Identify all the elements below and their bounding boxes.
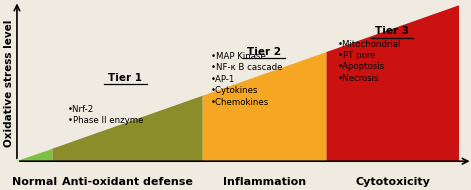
Text: Inflammation: Inflammation bbox=[223, 177, 306, 187]
Text: •MAP Kinase
•NF-κ B cascade
•AP-1
•Cytokines
•Chemokines: •MAP Kinase •NF-κ B cascade •AP-1 •Cytok… bbox=[211, 52, 282, 107]
Text: Tier 3: Tier 3 bbox=[375, 26, 409, 36]
Polygon shape bbox=[17, 149, 52, 161]
Polygon shape bbox=[203, 52, 326, 161]
Text: Tier 1: Tier 1 bbox=[108, 73, 142, 83]
Y-axis label: Oxidative stress level: Oxidative stress level bbox=[4, 20, 14, 147]
Text: Cytotoxicity: Cytotoxicity bbox=[356, 177, 430, 187]
Text: Normal: Normal bbox=[12, 177, 57, 187]
Text: Tier 2: Tier 2 bbox=[247, 47, 281, 57]
Polygon shape bbox=[52, 96, 203, 161]
Text: Anti-oxidant defense: Anti-oxidant defense bbox=[62, 177, 193, 187]
Text: •Nrf-2
•Phase II enzyme: •Nrf-2 •Phase II enzyme bbox=[68, 105, 143, 126]
Text: •Mitochondrial
•PT pore
•Apoptosis
•Necrosis: •Mitochondrial •PT pore •Apoptosis •Necr… bbox=[338, 40, 401, 83]
Polygon shape bbox=[326, 5, 459, 161]
